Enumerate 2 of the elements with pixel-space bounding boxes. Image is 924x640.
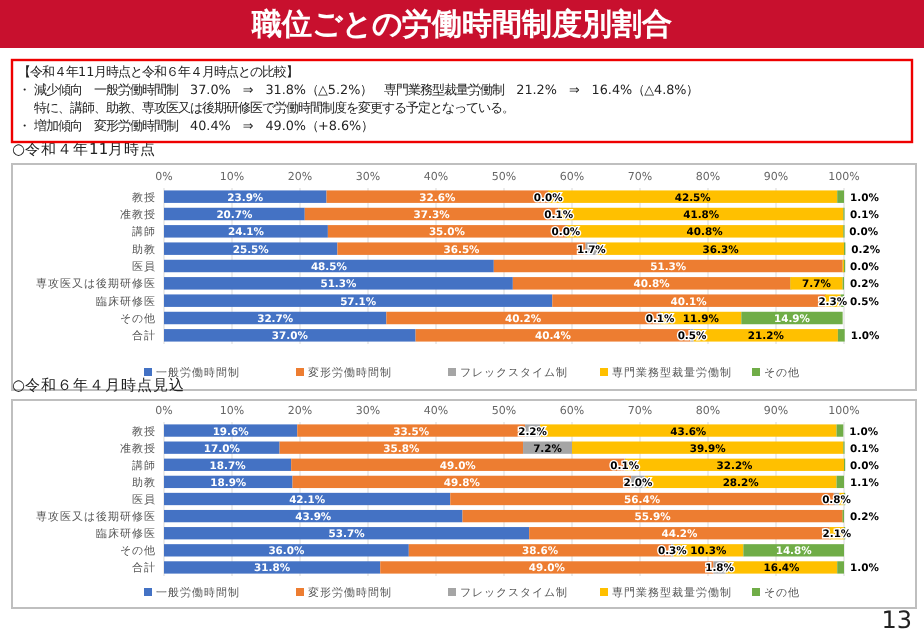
- chart-title: 職位ごとの労働時間制度別割合: [250, 6, 672, 42]
- text: 13: [881, 606, 912, 634]
